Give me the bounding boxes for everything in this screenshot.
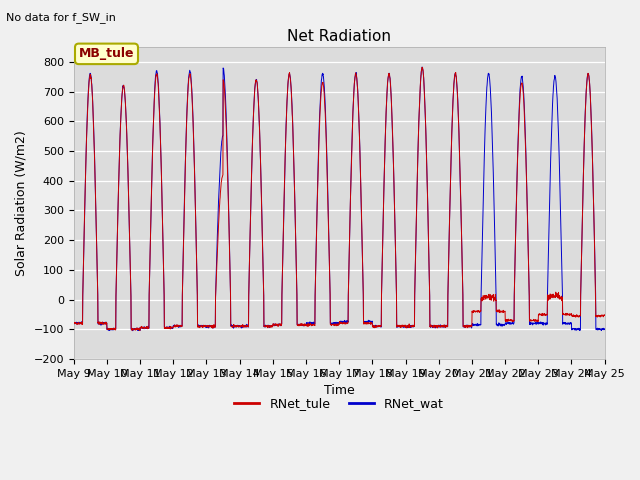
Legend: RNet_tule, RNet_wat: RNet_tule, RNet_wat bbox=[229, 392, 449, 415]
Y-axis label: Solar Radiation (W/m2): Solar Radiation (W/m2) bbox=[15, 130, 28, 276]
Text: MB_tule: MB_tule bbox=[79, 48, 134, 60]
X-axis label: Time: Time bbox=[324, 384, 355, 397]
Title: Net Radiation: Net Radiation bbox=[287, 29, 391, 44]
Text: No data for f_SW_in: No data for f_SW_in bbox=[6, 12, 116, 23]
